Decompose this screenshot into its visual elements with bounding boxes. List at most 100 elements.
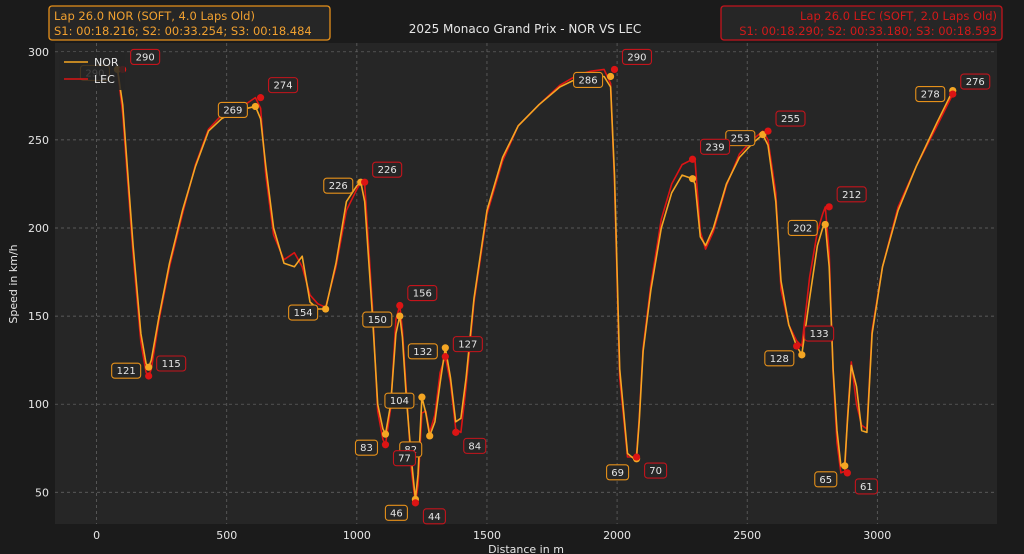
marker-point (841, 462, 849, 470)
y-tick-label: 300 (28, 46, 49, 59)
marker-point (145, 372, 153, 380)
value-label-box (804, 325, 835, 342)
x-tick-label: 3000 (863, 529, 891, 542)
value-label-box (288, 304, 319, 321)
legend: NOR LEC (59, 52, 125, 90)
value-label: 239 (705, 142, 724, 153)
value-label-box (111, 362, 142, 379)
x-tick-label: 2000 (603, 529, 631, 542)
value-label: 154 (294, 308, 313, 319)
value-label: 226 (378, 165, 397, 176)
marker-point (610, 65, 619, 74)
series-line-lec (116, 68, 954, 504)
value-label-box (915, 86, 946, 103)
marker-point (452, 428, 460, 436)
value-label-box (130, 48, 161, 65)
marker-point (764, 127, 772, 135)
marker-point (426, 432, 434, 440)
value-label-box (699, 138, 731, 155)
value-label-box (323, 177, 354, 194)
value-label: 290 (627, 52, 646, 63)
marker-point (381, 430, 390, 438)
value-label: 84 (468, 441, 481, 452)
value-label-box (372, 161, 403, 178)
marker-point (418, 393, 426, 401)
x-tick-label: 1500 (473, 529, 501, 542)
value-label-box (960, 73, 991, 90)
value-label-box (452, 336, 483, 353)
series-lines (116, 68, 954, 504)
value-label: 255 (781, 114, 800, 125)
y-tick-label: 100 (28, 398, 49, 411)
value-label: 70 (649, 466, 662, 477)
value-label: 44 (428, 512, 441, 523)
marker-point (381, 441, 390, 449)
lec-info-box: Lap 26.0 LEC (SOFT, 2.0 Laps Old) S1: 00… (720, 5, 1003, 41)
value-label: 77 (398, 454, 411, 465)
lec-info-line2: S1: 00:18.290; S2: 00:33.180; S3: 00:18.… (739, 24, 997, 38)
value-label: 121 (117, 366, 136, 377)
x-tick-label: 2500 (733, 529, 761, 542)
value-label: 278 (921, 90, 940, 101)
chart-title: 2025 Monaco Grand Prix - NOR VS LEC (409, 22, 642, 36)
nor-info-line2: S1: 00:18.216; S2: 00:33.254; S3: 00:18.… (54, 24, 312, 38)
value-label-box (644, 462, 668, 479)
value-label-box (407, 343, 438, 360)
value-label-box (854, 478, 878, 495)
value-label-box (775, 110, 806, 127)
marker-point (441, 353, 449, 361)
axes: 0 500 1000 1500 2000 2500 3000 50 100 150 200 250 30… (28, 46, 891, 542)
value-label: 61 (860, 482, 873, 493)
value-label-box (362, 311, 393, 328)
value-label: 202 (793, 223, 812, 234)
value-label: 212 (842, 190, 861, 201)
series-line-nor (116, 69, 954, 501)
value-label-box (384, 392, 415, 409)
marker-point (798, 351, 806, 359)
value-label: 83 (360, 443, 373, 454)
legend-label-lec: LEC (94, 73, 115, 86)
value-label-box (836, 186, 867, 203)
marker-point (251, 102, 259, 111)
marker-point (411, 499, 420, 507)
marker-point (793, 342, 801, 350)
value-label-box (392, 450, 417, 467)
marker-point (145, 363, 153, 371)
marker-point (361, 178, 369, 186)
value-label: 150 (368, 315, 387, 326)
marker-point (322, 305, 330, 313)
value-label-box (354, 439, 379, 456)
value-label-box (422, 508, 446, 525)
y-tick-label: 250 (28, 134, 49, 147)
legend-label-nor: NOR (94, 56, 119, 69)
value-label: 69 (611, 468, 624, 479)
marker-point (441, 344, 449, 352)
value-label: 226 (329, 181, 348, 192)
value-label: 253 (731, 134, 750, 145)
marker-point (256, 94, 265, 102)
value-label: 133 (810, 329, 829, 340)
value-label: 274 (274, 81, 293, 92)
marker-point (949, 90, 957, 98)
marker-point (843, 469, 851, 477)
value-label: 276 (966, 77, 985, 88)
nor-info-line1: Lap 26.0 NOR (SOFT, 4.0 Laps Old) (54, 9, 255, 23)
marker-point (606, 72, 615, 81)
value-label-box (764, 350, 795, 367)
marker-point (396, 312, 404, 320)
marker-point (821, 220, 829, 229)
value-label-box (621, 48, 653, 65)
y-tick-label: 200 (28, 222, 49, 235)
value-label-box (606, 464, 630, 481)
x-axis-label: Distance in m (488, 543, 564, 554)
marker-point (688, 175, 697, 183)
marker-point (759, 131, 767, 139)
plot-area (55, 43, 997, 524)
value-label: 156 (413, 289, 432, 300)
value-label-box (725, 130, 756, 147)
value-label-box (814, 471, 838, 488)
value-label: 104 (390, 396, 409, 407)
marker-point (632, 453, 641, 461)
value-label-box (384, 504, 408, 521)
